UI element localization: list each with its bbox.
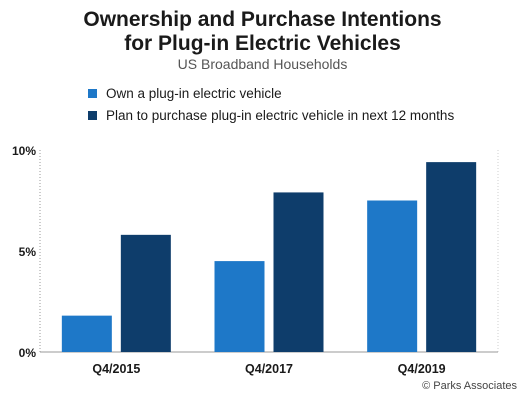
legend-label-plan: Plan to purchase plug-in electric vehicl…	[106, 107, 455, 123]
chart-subtitle: US Broadband Households	[177, 56, 348, 72]
x-tick-label: Q4/2017	[245, 362, 293, 376]
y-tick-label: 10%	[12, 144, 36, 158]
legend-swatch-plan	[88, 110, 97, 120]
y-tick-label: 0%	[19, 346, 37, 360]
bar-Q4-2019-series-0	[367, 200, 418, 352]
chart-title: Ownership and Purchase Intentions for Pl…	[0, 8, 525, 56]
legend-item-own: Own a plug-in electric vehicle	[88, 82, 454, 104]
legend: Own a plug-in electric vehicle Plan to p…	[88, 82, 454, 126]
chart-title-line-2: for Plug-in Electric Vehicles	[124, 32, 401, 55]
bar-Q4-2017-series-0	[214, 261, 265, 352]
legend-label-own: Own a plug-in electric vehicle	[106, 85, 282, 101]
legend-item-plan: Plan to purchase plug-in electric vehicl…	[88, 104, 454, 126]
bar-Q4-2015-series-1	[120, 234, 171, 352]
chart-title-line-1: Ownership and Purchase Intentions	[83, 8, 442, 31]
y-tick-label: 5%	[19, 245, 37, 259]
bar-Q4-2019-series-1	[426, 162, 477, 352]
bar-Q4-2015-series-0	[61, 315, 112, 352]
bar-Q4-2017-series-1	[273, 192, 324, 352]
x-tick-label: Q4/2015	[92, 362, 140, 376]
x-tick-label: Q4/2019	[398, 362, 446, 376]
legend-swatch-own	[88, 88, 97, 98]
source-credit: © Parks Associates	[422, 380, 517, 392]
